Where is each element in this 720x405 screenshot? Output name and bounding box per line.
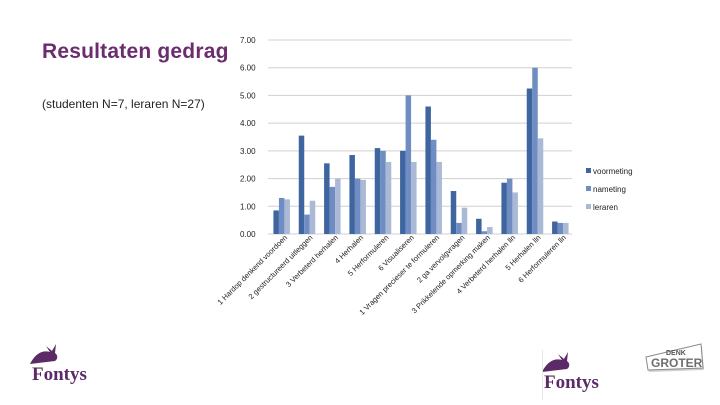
y-tick-label: 1.00 bbox=[240, 202, 256, 211]
bar-leraren bbox=[284, 199, 290, 234]
y-axis-tick-labels: 0.00 1.00 2.00 3.00 4.00 5.00 6.00 7.00 bbox=[240, 36, 256, 239]
bar-nameting bbox=[481, 231, 488, 234]
denk-logo-bottom-text: GROTER bbox=[651, 356, 703, 370]
bar-voormeting bbox=[324, 163, 330, 234]
bar-nameting bbox=[456, 222, 462, 234]
legend-swatch-nameting bbox=[586, 186, 591, 191]
bar-voormeting bbox=[425, 106, 431, 234]
bar-nameting bbox=[380, 150, 386, 234]
denk-logo-top-text: DENK bbox=[666, 350, 686, 357]
bar-leraren bbox=[563, 222, 569, 234]
y-tick-label: 7.00 bbox=[240, 36, 256, 45]
fontys-logo-left: Fontys bbox=[26, 342, 87, 385]
bar-nameting bbox=[304, 214, 310, 234]
bar-leraren bbox=[436, 161, 442, 234]
fontys-rabbit-icon-right bbox=[542, 352, 570, 372]
chart-gridlines bbox=[268, 39, 572, 235]
bar-leraren bbox=[385, 161, 392, 234]
bar-leraren bbox=[335, 178, 341, 234]
slide-subtitle: (studenten N=7, leraren N=27) bbox=[42, 97, 205, 111]
bar-voormeting bbox=[349, 155, 355, 234]
bar-leraren bbox=[461, 207, 468, 234]
bar-nameting bbox=[532, 67, 538, 234]
bar-voormeting bbox=[450, 191, 457, 234]
y-tick-label: 5.00 bbox=[240, 91, 256, 100]
bar-nameting bbox=[329, 186, 336, 234]
fontys-logo-right-text: Fontys bbox=[544, 372, 599, 393]
y-tick-label: 3.00 bbox=[240, 147, 256, 156]
y-tick-label: 2.00 bbox=[240, 175, 256, 184]
legend-swatch-leraren bbox=[586, 204, 591, 209]
x-category-label: 6 Herformuleren lln bbox=[516, 233, 567, 284]
denk-groter-badge-icon: DENK GROTER bbox=[645, 343, 704, 372]
bar-nameting bbox=[354, 178, 361, 234]
bar-voormeting bbox=[501, 182, 507, 234]
bar-leraren bbox=[309, 200, 316, 234]
bar-nameting bbox=[506, 178, 513, 234]
bar-nameting bbox=[278, 197, 285, 234]
fontys-logo-right: Fontys bbox=[538, 350, 599, 393]
legend-swatch-voormeting bbox=[586, 168, 591, 173]
chart-legend: voormeting nameting leraren bbox=[586, 167, 633, 212]
fontys-logo-left-text: Fontys bbox=[32, 364, 87, 385]
bar-voormeting bbox=[374, 148, 381, 234]
y-tick-label: 4.00 bbox=[240, 119, 256, 128]
legend-label-nameting: nameting bbox=[593, 185, 626, 194]
chart-bars bbox=[273, 67, 569, 234]
legend-label-voormeting: voormeting bbox=[593, 167, 633, 176]
legend-label-leraren: leraren bbox=[593, 203, 618, 212]
bar-voormeting bbox=[273, 210, 279, 234]
bar-leraren bbox=[487, 227, 493, 234]
fontys-rabbit-icon bbox=[30, 344, 58, 364]
bar-voormeting bbox=[526, 88, 533, 234]
y-tick-label: 6.00 bbox=[240, 64, 256, 73]
slide-title: Resultaten gedrag bbox=[42, 40, 229, 63]
bar-leraren bbox=[537, 138, 544, 234]
denk-groter-logo: DENK GROTER bbox=[644, 341, 706, 380]
bar-nameting bbox=[430, 139, 437, 234]
bar-leraren bbox=[512, 192, 518, 234]
y-tick-label: 0.00 bbox=[240, 230, 256, 239]
bar-leraren bbox=[360, 179, 366, 234]
bar-voormeting bbox=[552, 221, 558, 234]
bar-voormeting bbox=[298, 135, 305, 234]
logo-divider bbox=[542, 350, 543, 400]
bar-voormeting bbox=[476, 218, 482, 234]
bar-leraren bbox=[411, 161, 417, 234]
bar-voormeting bbox=[400, 150, 406, 234]
bar-nameting bbox=[557, 222, 564, 234]
bar-nameting bbox=[405, 95, 412, 234]
